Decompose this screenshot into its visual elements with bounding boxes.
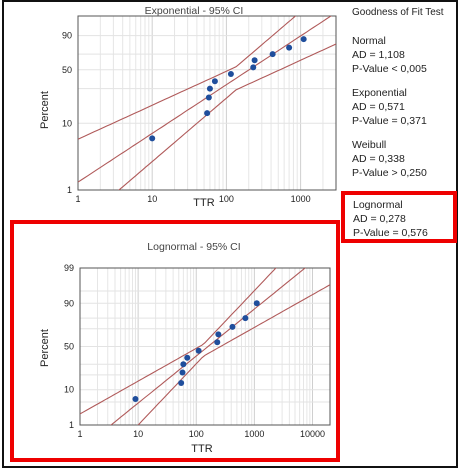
y-tick-label: 90 (62, 31, 72, 41)
data-point (205, 94, 212, 101)
x-axis-label: TTR (191, 443, 212, 455)
plot-area-border (77, 15, 337, 191)
fit-p-value: P-Value = 0,576 (353, 227, 428, 239)
data-point (253, 300, 260, 307)
y-axis-label: Percent (39, 329, 51, 367)
fit-ad: AD = 1,108 (352, 49, 405, 61)
fit-lognormal: Lognormal AD = 0,278 P-Value = 0,576 (353, 198, 457, 240)
chart-title: Lognormal - 95% CI (147, 241, 240, 253)
fit-ad: AD = 0,278 (353, 213, 406, 225)
confidence-bound (80, 268, 277, 415)
y-tick-label: 1 (69, 420, 74, 430)
x-tick-label: 100 (219, 194, 234, 204)
exponential-chart-svg: Exponential - 95% CI Percent TTR 1 10 100 1… (39, 5, 337, 209)
fit-ad: AD = 0,338 (352, 153, 405, 165)
data-point (179, 369, 186, 376)
lognormal-chart-svg: Lognormal - 95% CI Percent TTR 1 10 100 100… (39, 241, 331, 455)
fit-p-value: P-Value = 0,371 (352, 115, 427, 127)
goodness-of-fit-panel: Goodness of Fit Test Normal AD = 1,108 P… (352, 6, 456, 190)
x-tick-label: 10000 (300, 429, 325, 439)
fit-exponential: Exponential AD = 0,571 P-Value = 0,371 (352, 86, 456, 128)
y-tick-label: 50 (64, 342, 74, 352)
y-tick-label: 1 (67, 185, 72, 195)
y-tick-label: 10 (64, 385, 74, 395)
y-tick-label: 10 (62, 118, 72, 128)
data-point (242, 315, 249, 322)
data-point (132, 395, 139, 402)
fit-weibull: Weibull AD = 0,338 P-Value > 0,250 (352, 138, 456, 180)
y-tick-label: 90 (64, 298, 74, 308)
x-tick-label: 1 (75, 194, 80, 204)
fit-name: Normal (352, 35, 386, 47)
data-point (286, 44, 293, 51)
data-point (227, 70, 234, 77)
fit-normal: Normal AD = 1,108 P-Value < 0,005 (352, 34, 456, 76)
data-point (300, 36, 307, 43)
data-point (251, 57, 258, 64)
x-tick-label: 1000 (244, 429, 264, 439)
x-axis-label: TTR (193, 197, 214, 209)
chart-title: Exponential - 95% CI (145, 5, 244, 17)
fit-name: Exponential (352, 87, 407, 99)
fit-ad: AD = 0,571 (352, 101, 405, 113)
data-point (204, 110, 211, 117)
fit-name: Lognormal (353, 199, 403, 211)
data-point (250, 64, 257, 71)
lognormal-fit-highlight (341, 191, 457, 243)
data-point (211, 78, 218, 85)
fit-name: Weibull (352, 139, 387, 151)
data-point (184, 354, 191, 361)
x-tick-label: 100 (189, 429, 204, 439)
goodness-of-fit-heading: Goodness of Fit Test (352, 7, 444, 18)
fit-p-value: P-Value < 0,005 (352, 63, 427, 75)
plot-area-border (79, 267, 331, 426)
x-tick-label: 1000 (291, 194, 311, 204)
fit-line (110, 268, 307, 425)
data-point (180, 361, 187, 368)
data-point (149, 135, 156, 142)
x-tick-label: 10 (147, 194, 157, 204)
y-tick-label: 99 (64, 263, 74, 273)
data-point (206, 85, 213, 92)
lognormal-probability-plot: Lognormal - 95% CI Percent TTR 1 10 100 100… (14, 224, 336, 458)
x-tick-label: 1 (77, 429, 82, 439)
confidence-bound (137, 284, 330, 425)
y-axis-label: Percent (39, 91, 51, 129)
x-tick-label: 10 (133, 429, 143, 439)
data-point (195, 347, 202, 354)
confidence-bound (78, 16, 297, 140)
data-point (229, 323, 236, 330)
exponential-probability-plot: Exponential - 95% CI Percent TTR 1 10 100 1… (6, 0, 346, 210)
fit-p-value: P-Value > 0,250 (352, 167, 427, 179)
data-point (178, 379, 185, 386)
y-tick-label: 50 (62, 65, 72, 75)
lognormal-plot-highlight (10, 220, 340, 462)
data-point (215, 331, 222, 338)
data-point (269, 51, 276, 58)
data-point (214, 339, 221, 346)
